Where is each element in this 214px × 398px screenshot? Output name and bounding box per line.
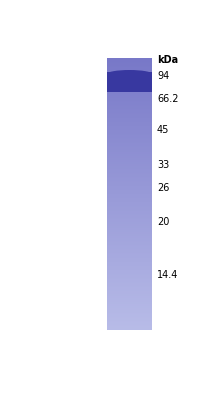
Text: 26: 26	[157, 183, 169, 193]
Bar	[107, 72, 152, 92]
Text: 33: 33	[157, 160, 169, 170]
Text: 94: 94	[157, 71, 169, 81]
Ellipse shape	[107, 70, 152, 78]
Text: 66.2: 66.2	[157, 94, 178, 104]
Text: 45: 45	[157, 125, 169, 135]
Text: 14.4: 14.4	[157, 270, 178, 280]
Text: kDa: kDa	[157, 55, 178, 65]
Text: 20: 20	[157, 217, 169, 227]
